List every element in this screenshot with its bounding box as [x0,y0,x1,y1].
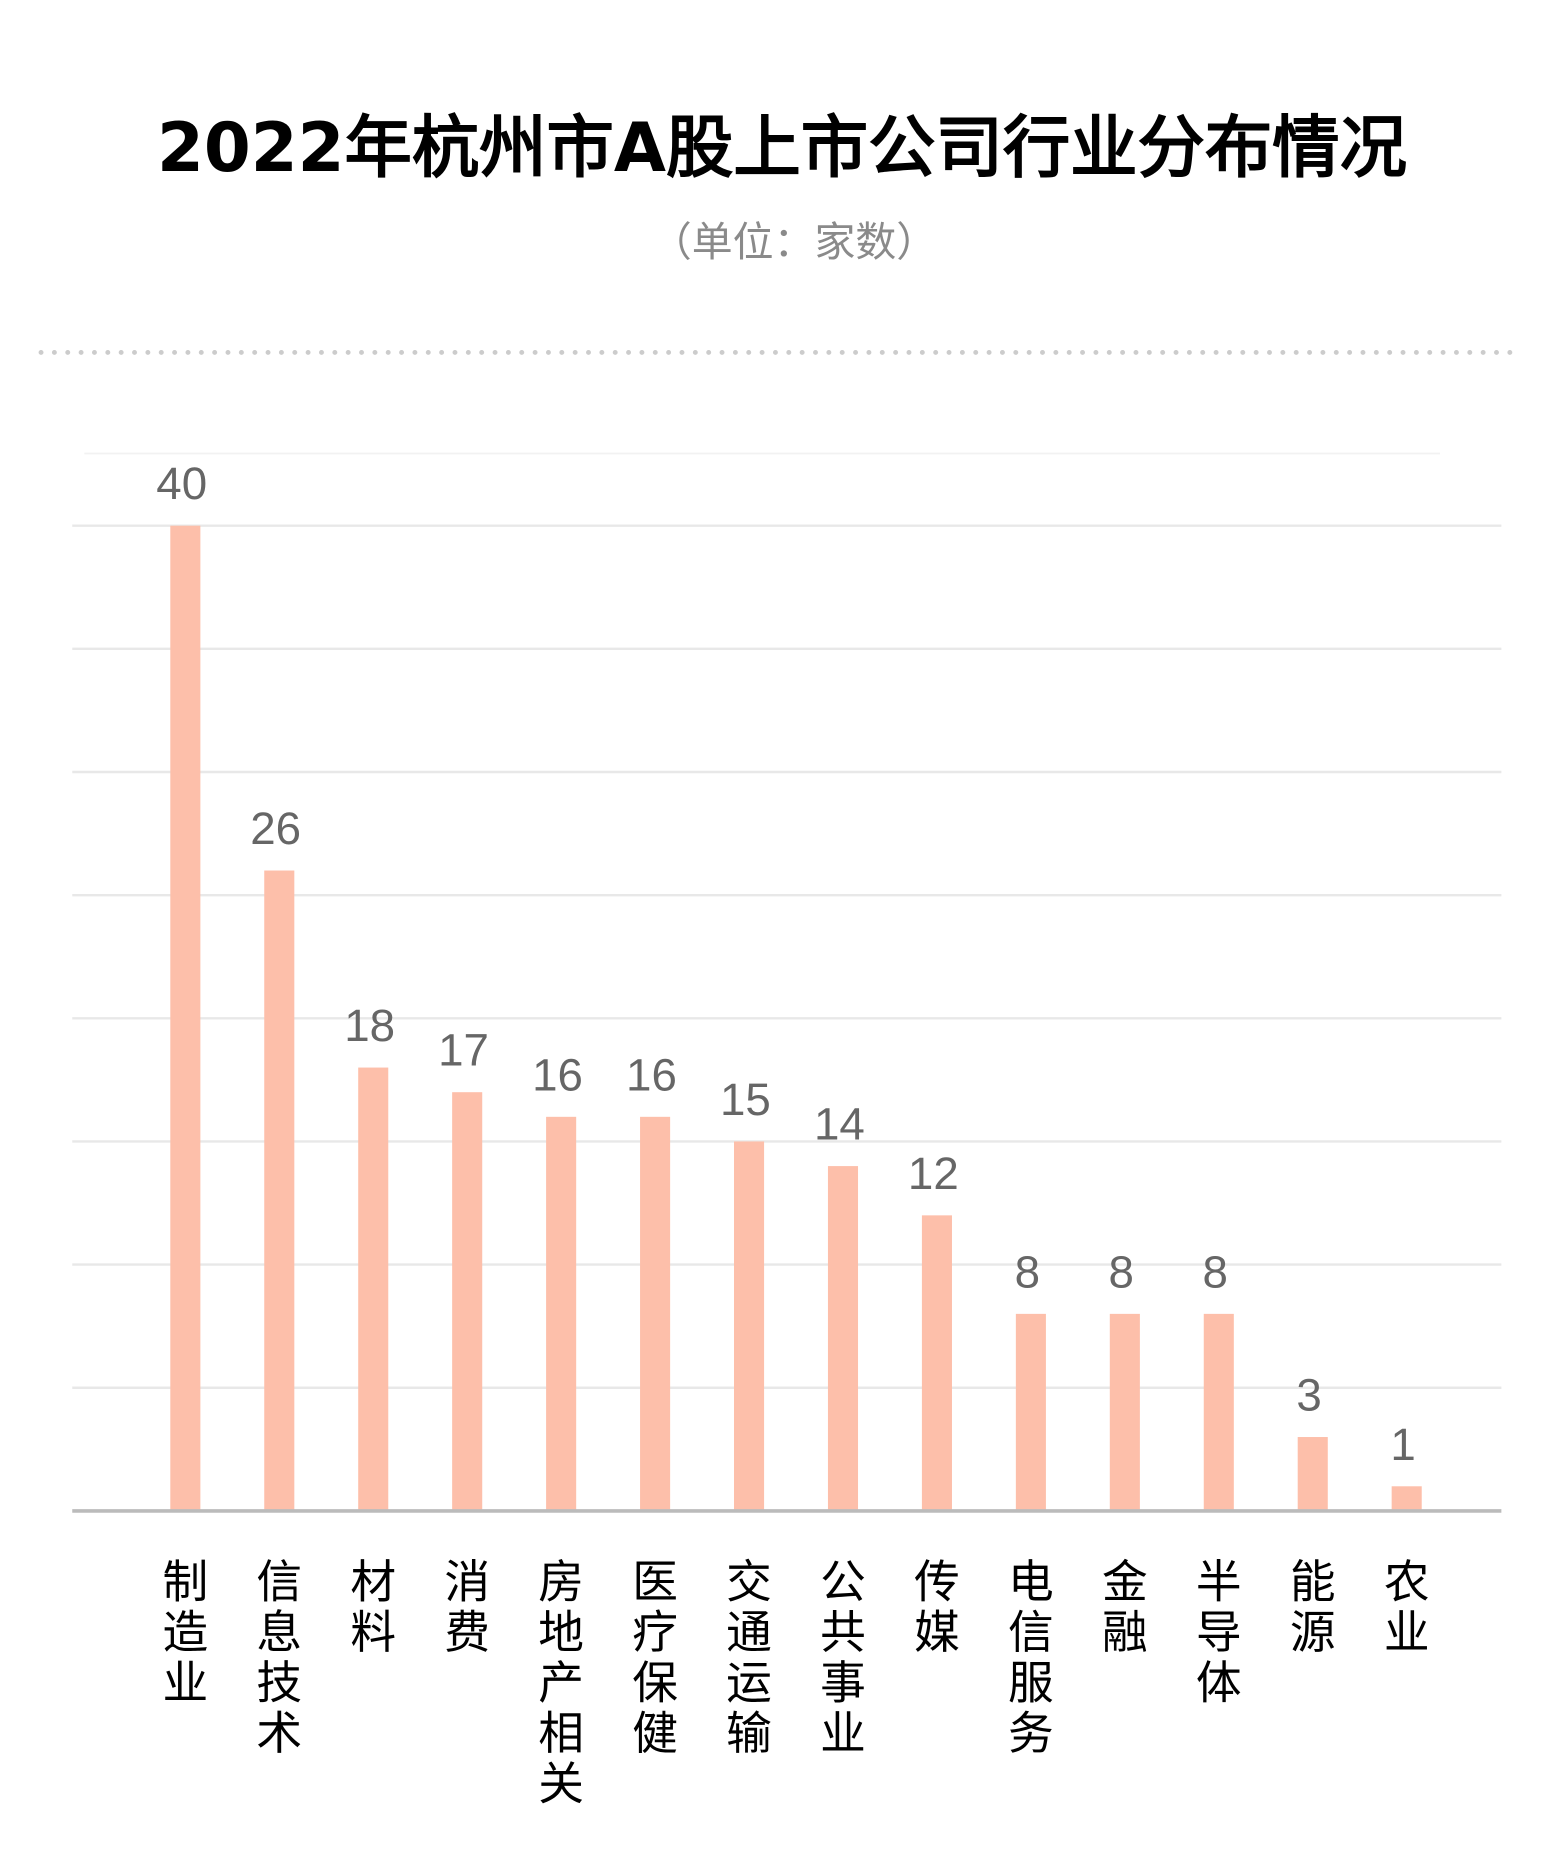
category-label: 材料 [350,1556,396,1660]
category-label: 信息技术 [256,1556,302,1761]
category-label: 能源 [1290,1556,1336,1660]
category-label: 消费 [444,1556,490,1660]
value-label: 16 [626,1049,677,1100]
value-label: 1 [1390,1419,1415,1470]
bar [640,1116,671,1511]
value-label: 40 [156,458,207,509]
bar [452,1092,483,1511]
category-label: 公共事业 [820,1556,866,1761]
category-label: 传媒 [914,1556,960,1660]
value-label: 17 [438,1025,489,1076]
bar [1203,1313,1234,1511]
category-label: 电信服务 [1008,1556,1054,1761]
value-label: 14 [814,1099,865,1150]
bar [827,1166,859,1511]
bar [734,1141,765,1511]
category-label: 农业 [1384,1556,1430,1660]
category-label: 半导体 [1196,1556,1242,1710]
bar [546,1116,577,1511]
chart-title: 2022年杭州市A股上市公司行业分布情况 [157,108,1407,187]
value-label: 26 [250,803,301,854]
category-label: 金融 [1102,1556,1148,1660]
category-label: 医疗保健 [632,1556,678,1761]
bar [921,1215,952,1511]
bar [264,870,295,1511]
bar [1391,1486,1422,1511]
chart-subtitle: （单位：家数） [651,218,937,266]
bar [358,1067,389,1511]
category-label: 房地产相关 [538,1556,584,1811]
value-label: 16 [532,1049,583,1100]
category-label: 制造业 [162,1556,208,1710]
bar [1109,1313,1140,1511]
bar [170,525,201,1511]
value-label: 18 [344,1000,395,1051]
bar [1297,1437,1328,1511]
value-label: 8 [1202,1246,1227,1297]
bar [1015,1313,1046,1511]
value-label: 15 [720,1074,771,1125]
value-label: 12 [908,1148,959,1199]
value-label: 8 [1015,1246,1040,1297]
category-label: 交通运输 [726,1556,772,1761]
value-label: 3 [1296,1370,1321,1421]
value-label: 8 [1109,1246,1134,1297]
